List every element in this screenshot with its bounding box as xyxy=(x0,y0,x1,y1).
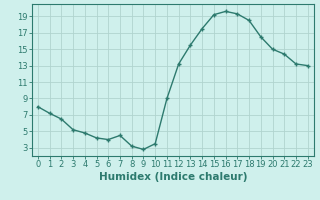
X-axis label: Humidex (Indice chaleur): Humidex (Indice chaleur) xyxy=(99,172,247,182)
